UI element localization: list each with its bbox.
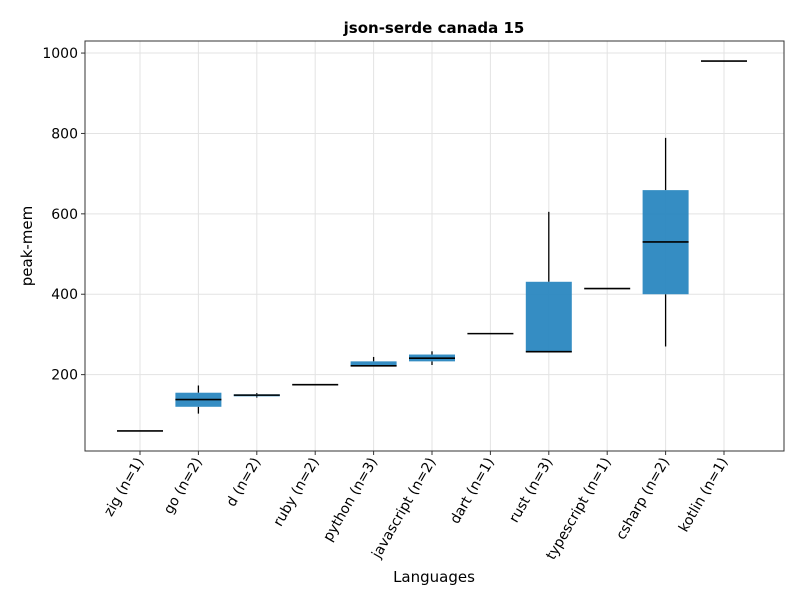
y-axis-title: peak-mem (18, 206, 36, 287)
x-tick-label: go (n=2) (161, 455, 206, 517)
x-tick-label: rust (n=3) (506, 455, 556, 526)
box-group (409, 351, 455, 365)
plot-frame (84, 40, 785, 452)
x-tick-label: javascript (n=2) (368, 455, 439, 562)
y-tick-label: 600 (51, 207, 78, 223)
x-tick-label: ruby (n=2) (270, 455, 322, 529)
box-group (350, 356, 397, 367)
box-group (175, 385, 222, 414)
x-tick-label: typescript (n=1) (543, 455, 614, 563)
x-tick-label: python (n=3) (320, 455, 381, 544)
x-tick-label: d (n=2) (224, 455, 265, 510)
y-tick-label: 800 (51, 126, 78, 142)
chart-title: json-serde canada 15 (343, 19, 525, 37)
y-tick-label: 1000 (42, 46, 78, 62)
iqr-box (525, 281, 572, 352)
y-tick-label: 400 (51, 287, 78, 303)
iqr-box (350, 361, 397, 366)
x-tick-label: dart (n=1) (447, 455, 498, 527)
box-group (525, 211, 572, 353)
tick-layer: 200 400 600 800 1000 zig (n=1) go (n=2) d (n=2)… (42, 46, 731, 563)
x-tick-label: kotlin (n=1) (676, 455, 731, 535)
box-group (642, 137, 689, 347)
box-layer (117, 60, 747, 432)
y-tick-label: 200 (51, 368, 78, 384)
x-tick-label: csharp (n=2) (613, 455, 673, 543)
box-group (233, 393, 280, 398)
x-tick-label: zig (n=1) (101, 455, 147, 519)
x-axis-title: Languages (393, 568, 475, 586)
